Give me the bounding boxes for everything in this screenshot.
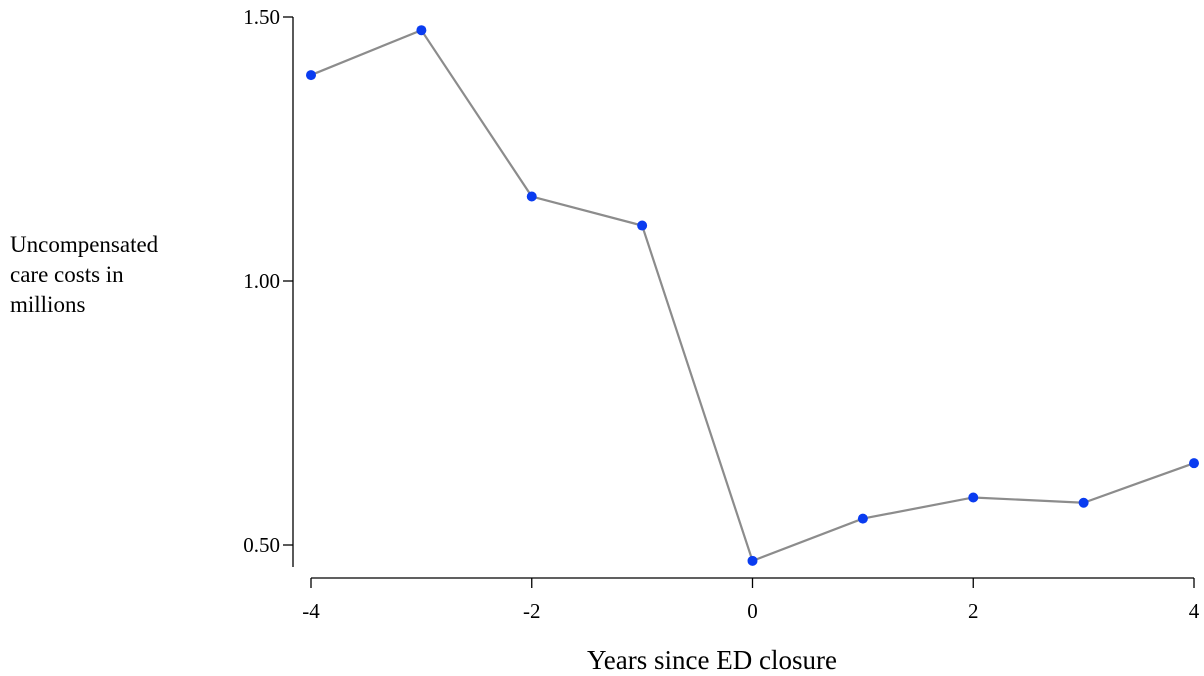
y-axis-title-line-2: care costs in xyxy=(10,262,124,287)
y-axis-title-line-3: millions xyxy=(10,292,86,317)
data-point xyxy=(306,70,316,81)
y-tick-label: 1.00 xyxy=(243,269,280,293)
x-tick-label: 2 xyxy=(968,599,979,623)
x-axis-title: Years since ED closure xyxy=(587,645,837,675)
y-axis-title: Uncompensated care costs in millions xyxy=(10,230,210,320)
series-group xyxy=(306,25,1199,566)
data-point xyxy=(637,220,648,231)
y-tick-label: 1.50 xyxy=(243,5,280,29)
x-tick-label: -2 xyxy=(523,599,541,623)
y-axis-title-line-1: Uncompensated xyxy=(10,232,159,257)
x-ticks: -4 -2 0 2 4 xyxy=(302,578,1200,623)
series-line xyxy=(310,28,1195,563)
y-tick-label: 0.50 xyxy=(243,533,280,557)
data-point xyxy=(1078,497,1089,508)
x-tick-label: 4 xyxy=(1189,599,1200,623)
data-point xyxy=(416,25,427,36)
data-point xyxy=(1189,458,1199,469)
x-tick-label: -4 xyxy=(302,599,320,623)
axes: 0.50 1.00 1.50 -4 -2 0 2 4 xyxy=(243,5,1200,623)
data-point xyxy=(968,492,979,503)
data-point xyxy=(747,555,758,566)
data-point xyxy=(857,513,868,524)
data-point xyxy=(526,191,537,202)
x-tick-label: 0 xyxy=(747,599,758,623)
y-ticks: 0.50 1.00 1.50 xyxy=(243,5,293,557)
